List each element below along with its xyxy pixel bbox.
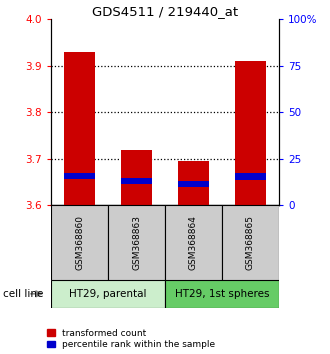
Text: cell line: cell line <box>3 289 44 299</box>
Text: HT29, 1st spheres: HT29, 1st spheres <box>175 289 269 299</box>
Bar <box>235 173 266 179</box>
Text: GSM368865: GSM368865 <box>246 215 255 270</box>
Bar <box>108 205 165 280</box>
Bar <box>235 61 266 205</box>
Title: GDS4511 / 219440_at: GDS4511 / 219440_at <box>92 5 238 18</box>
Text: GSM368863: GSM368863 <box>132 215 141 270</box>
Text: GSM368860: GSM368860 <box>75 215 84 270</box>
Legend: transformed count, percentile rank within the sample: transformed count, percentile rank withi… <box>48 329 215 349</box>
Bar <box>178 161 209 205</box>
Bar <box>222 205 279 280</box>
Bar <box>51 205 108 280</box>
Bar <box>178 181 209 187</box>
Text: GSM368864: GSM368864 <box>189 215 198 270</box>
Bar <box>64 52 95 205</box>
Bar <box>121 178 152 184</box>
Text: HT29, parental: HT29, parental <box>69 289 147 299</box>
Bar <box>51 280 165 308</box>
Bar <box>64 172 95 179</box>
Bar <box>165 280 279 308</box>
Bar <box>165 205 222 280</box>
Bar <box>121 149 152 205</box>
